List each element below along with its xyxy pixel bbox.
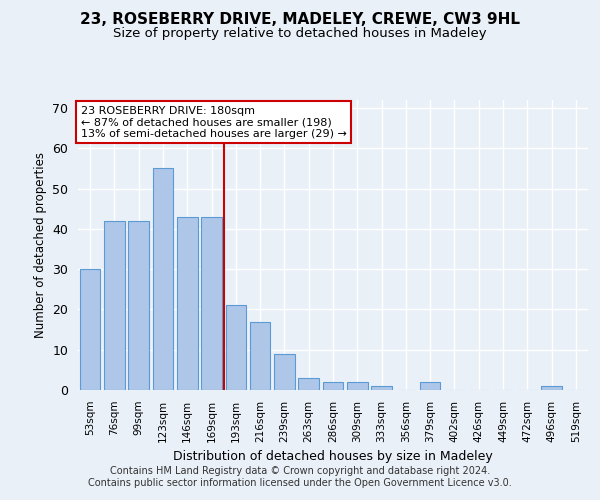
Bar	[347, 382, 368, 390]
Text: Contains HM Land Registry data © Crown copyright and database right 2024.
Contai: Contains HM Land Registry data © Crown c…	[88, 466, 512, 487]
Text: 23, ROSEBERRY DRIVE, MADELEY, CREWE, CW3 9HL: 23, ROSEBERRY DRIVE, MADELEY, CREWE, CW3…	[80, 12, 520, 28]
Bar	[201, 217, 222, 390]
Bar	[323, 382, 343, 390]
Bar	[128, 221, 149, 390]
Text: Size of property relative to detached houses in Madeley: Size of property relative to detached ho…	[113, 28, 487, 40]
Bar	[250, 322, 271, 390]
Bar	[177, 217, 197, 390]
Bar	[226, 306, 246, 390]
Y-axis label: Number of detached properties: Number of detached properties	[34, 152, 47, 338]
Text: 23 ROSEBERRY DRIVE: 180sqm
← 87% of detached houses are smaller (198)
13% of sem: 23 ROSEBERRY DRIVE: 180sqm ← 87% of deta…	[80, 106, 346, 139]
Bar	[104, 221, 125, 390]
Bar	[298, 378, 319, 390]
Bar	[371, 386, 392, 390]
Bar	[420, 382, 440, 390]
Bar	[274, 354, 295, 390]
Bar	[152, 168, 173, 390]
Bar	[80, 269, 100, 390]
Bar	[541, 386, 562, 390]
X-axis label: Distribution of detached houses by size in Madeley: Distribution of detached houses by size …	[173, 450, 493, 463]
